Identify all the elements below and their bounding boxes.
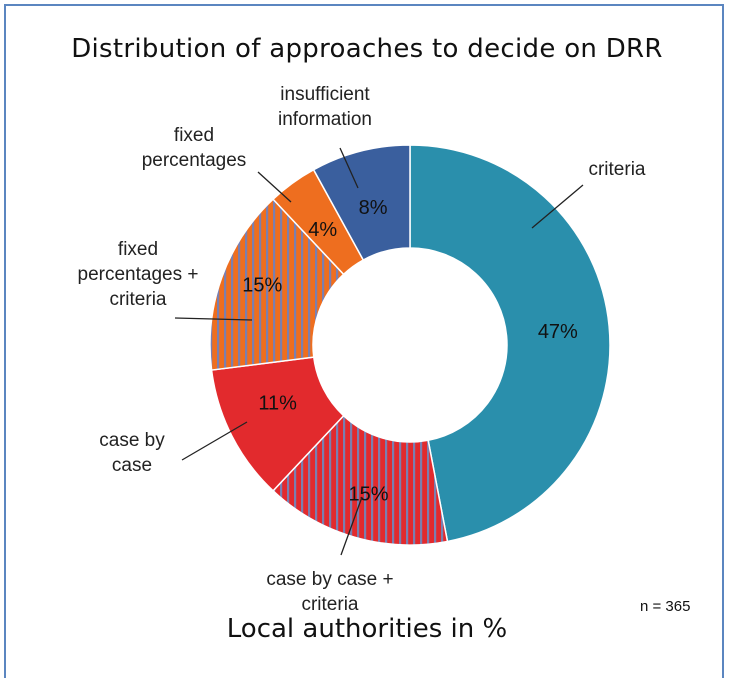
slice-criteria bbox=[409, 144, 611, 543]
leader-line-insufficient-information bbox=[339, 147, 359, 189]
value-label-criteria: 47% bbox=[538, 321, 578, 343]
value-label-case-by-case-criteria: 15% bbox=[349, 484, 389, 506]
value-label-insufficient-information: 8% bbox=[359, 197, 388, 219]
sample-size-note: n = 365 bbox=[640, 598, 691, 615]
value-label-case-by-case: 11% bbox=[258, 392, 297, 414]
leader-line-fixed-percentages-criteria bbox=[174, 317, 253, 321]
category-label-fixed-percentages-criteria: fixed percentages + criteria bbox=[78, 239, 199, 310]
chart-subtitle: Local authorities in % bbox=[226, 614, 508, 644]
value-label-fixed-percentages: 4% bbox=[308, 219, 337, 241]
leader-line-fixed-percentages bbox=[257, 171, 292, 203]
category-label-case-by-case: case by case bbox=[99, 430, 165, 476]
category-label-case-by-case-criteria: case by case + criteria bbox=[266, 569, 393, 615]
category-label-criteria: criteria bbox=[588, 159, 645, 180]
leader-line-case-by-case bbox=[181, 421, 248, 461]
value-label-fixed-percentages-criteria: 15% bbox=[242, 275, 282, 297]
chart-title: Distribution of approaches to decide on … bbox=[71, 34, 663, 64]
category-label-fixed-percentages: fixed percentages bbox=[142, 125, 247, 171]
leader-line-case-by-case-criteria bbox=[340, 496, 363, 556]
slice-insufficient-information bbox=[312, 144, 411, 262]
leader-line-criteria bbox=[531, 184, 584, 229]
category-label-insufficient-information: insufficient information bbox=[278, 84, 372, 130]
chart-frame bbox=[4, 4, 724, 678]
